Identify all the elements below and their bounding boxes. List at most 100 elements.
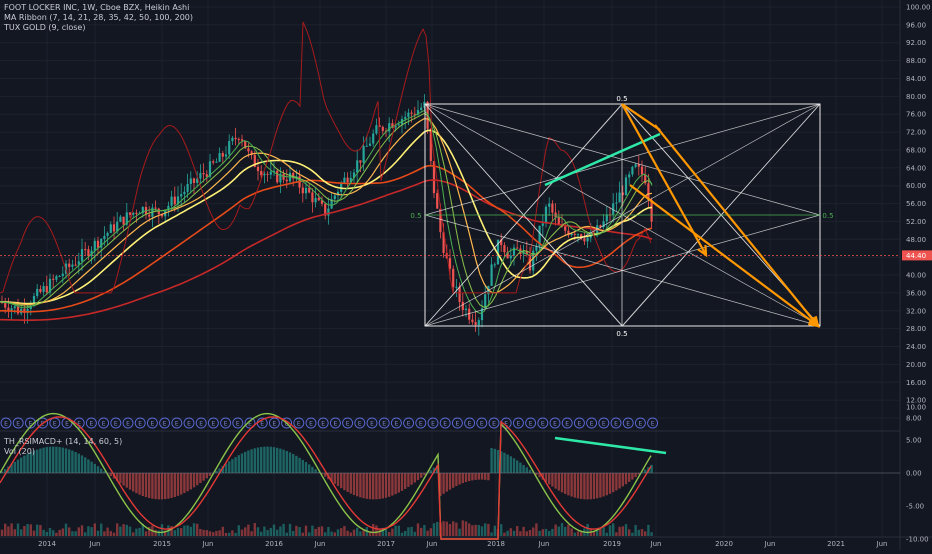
- volume-bar: [311, 526, 313, 536]
- histogram-bar: [593, 473, 595, 499]
- histogram-bar: [183, 473, 185, 493]
- volume-bar: [529, 530, 531, 536]
- histogram-bar: [558, 473, 560, 491]
- price-tag-label: 44.40: [906, 252, 926, 260]
- histogram-bar: [506, 454, 508, 473]
- histogram-bar: [132, 473, 134, 491]
- volume-bar: [244, 527, 246, 536]
- tux-gold-legend[interactable]: TUX GOLD (9, close): [4, 23, 193, 33]
- histogram-bar: [522, 465, 524, 473]
- fib-label-top: 0.5: [616, 95, 627, 103]
- volume-bar: [138, 528, 140, 536]
- histogram-bar: [382, 473, 384, 498]
- candle-body: [619, 193, 621, 203]
- histogram-bar: [583, 473, 585, 499]
- histogram-bar: [417, 473, 419, 480]
- candle-body: [510, 256, 512, 259]
- candle-body: [183, 192, 185, 194]
- candle-body: [302, 188, 304, 194]
- histogram-bar: [513, 458, 515, 473]
- volume-bar: [506, 531, 508, 536]
- dividend-marker-text: E: [407, 421, 411, 428]
- volume-bar: [346, 531, 348, 536]
- volume-bar: [254, 523, 256, 536]
- volume-bar: [519, 531, 521, 536]
- time-tick-label: Jun: [314, 540, 326, 548]
- histogram-bar: [244, 452, 246, 473]
- histogram-bar: [279, 449, 281, 473]
- histogram-bar: [145, 473, 147, 497]
- candle-body: [628, 174, 630, 177]
- ma-ribbon-legend[interactable]: MA Ribbon (7, 14, 21, 28, 35, 42, 50, 10…: [4, 13, 193, 23]
- histogram-bar: [602, 473, 604, 496]
- volume-bar: [452, 521, 454, 536]
- candle-body: [452, 269, 454, 287]
- histogram-bar: [119, 473, 121, 483]
- histogram-bar: [452, 473, 454, 488]
- histogram-bar: [340, 473, 342, 488]
- histogram-bar: [193, 473, 195, 487]
- time-tick-label: 2015: [153, 540, 171, 548]
- histogram-bar: [14, 462, 16, 473]
- histogram-bar: [625, 473, 627, 484]
- histogram-bar: [343, 473, 345, 490]
- rsimacd-legend[interactable]: TH_RSIMACD+ (14, 14, 60, 5): [4, 437, 122, 447]
- volume-bar: [238, 525, 240, 536]
- histogram-bar: [94, 464, 96, 473]
- volume-bar: [122, 524, 124, 536]
- volume-bar: [574, 533, 576, 536]
- volume-bar: [154, 530, 156, 536]
- volume-bar: [161, 524, 163, 536]
- histogram-bar: [561, 473, 563, 492]
- candle-body: [475, 322, 477, 325]
- main-legend[interactable]: FOOT LOCKER INC, 1W, Cboe BZX, Heikin As…: [4, 3, 193, 33]
- dividend-marker-text: E: [602, 421, 606, 428]
- histogram-bar: [615, 473, 617, 490]
- volume-bar: [586, 524, 588, 536]
- volume-bar: [385, 529, 387, 536]
- histogram-bar: [442, 473, 444, 494]
- histogram-bar: [84, 457, 86, 473]
- candle-body: [625, 177, 627, 195]
- volume-bar: [158, 531, 160, 536]
- time-tick-label: Jun: [202, 540, 214, 548]
- volume-bar: [174, 530, 176, 536]
- volume-bar: [49, 528, 51, 536]
- histogram-bar: [631, 473, 633, 480]
- symbol-title[interactable]: FOOT LOCKER INC, 1W, Cboe BZX, Heikin As…: [4, 3, 193, 13]
- volume-bar: [196, 524, 198, 536]
- osc-tick-label: 0.00: [906, 470, 922, 478]
- price-tick-label: 36.00: [906, 289, 926, 297]
- volume-bar: [353, 530, 355, 536]
- sub-legend[interactable]: TH_RSIMACD+ (14, 14, 60, 5) Vol (20): [4, 437, 122, 457]
- histogram-bar: [548, 473, 550, 484]
- dividend-marker-text: E: [578, 421, 582, 428]
- histogram-bar: [311, 467, 313, 473]
- volume-bar: [90, 527, 92, 536]
- candle-body: [36, 289, 38, 296]
- volume-bar: [410, 527, 412, 536]
- candle-body: [612, 203, 614, 214]
- candle-body: [103, 236, 105, 239]
- candle-body: [97, 241, 99, 248]
- candle-body: [231, 138, 233, 141]
- histogram-bar: [273, 447, 275, 473]
- volume-bar: [132, 532, 134, 536]
- histogram-bar: [484, 473, 486, 480]
- candle-body: [286, 180, 288, 182]
- time-tick-label: Jun: [876, 540, 888, 548]
- volume-bar: [318, 527, 320, 536]
- price-tick-label: 96.00: [906, 21, 926, 29]
- volume-bar: [39, 525, 41, 536]
- volume-legend[interactable]: Vol (20): [4, 447, 122, 457]
- price-tick-label: 80.00: [906, 93, 926, 101]
- histogram-bar: [407, 473, 409, 487]
- dividend-marker-text: E: [639, 421, 643, 428]
- volume-bar: [84, 532, 86, 536]
- time-tick-label: Jun: [650, 540, 662, 548]
- histogram-bar: [468, 473, 470, 481]
- candle-body: [315, 198, 317, 202]
- candle-body: [225, 154, 227, 156]
